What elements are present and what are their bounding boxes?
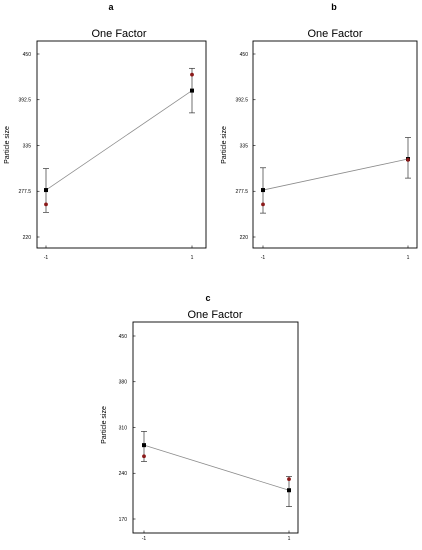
mean-line bbox=[45, 90, 193, 191]
y-tick-label: 277.5 bbox=[235, 189, 248, 195]
y-tick-label: 392.5 bbox=[235, 98, 248, 104]
actual-point bbox=[142, 454, 146, 459]
y-axis-label: Particle size bbox=[221, 126, 228, 164]
plot-frame bbox=[252, 40, 418, 249]
mean-marker bbox=[190, 88, 194, 93]
panel-c: c One Factor Particle size 170 240 310 380 450 -… bbox=[101, 293, 299, 542]
x-tick-label: 1 bbox=[191, 255, 194, 261]
panel-a: a One Factor Particle size 220 277.5 335 392.5… bbox=[4, 2, 207, 261]
mean-marker bbox=[261, 188, 265, 193]
y-axis-label: Particle size bbox=[4, 126, 11, 164]
mean-marker bbox=[44, 188, 48, 193]
y-tick-label: 170 bbox=[119, 517, 128, 523]
actual-point bbox=[261, 202, 265, 207]
y-tick-label: 240 bbox=[119, 471, 128, 477]
y-tick-label: 335 bbox=[23, 143, 32, 149]
y-tick-label: 450 bbox=[240, 52, 249, 58]
plot-frame bbox=[36, 40, 207, 249]
plot-frame bbox=[132, 321, 299, 534]
y-tick-label: 335 bbox=[240, 143, 249, 149]
y-tick-label: 277.5 bbox=[18, 189, 31, 195]
y-tick-label: 220 bbox=[240, 235, 249, 241]
panel-letter: a bbox=[108, 2, 114, 12]
actual-point bbox=[287, 477, 291, 482]
x-tick-label: -1 bbox=[142, 536, 147, 542]
y-tick-label: 392.5 bbox=[18, 98, 31, 104]
chart-title: One Factor bbox=[307, 28, 362, 40]
panel-letter: b bbox=[331, 2, 337, 12]
x-tick-label: 1 bbox=[288, 536, 291, 542]
x-tick-label: 1 bbox=[407, 255, 410, 261]
y-axis-label: Particle size bbox=[101, 406, 108, 444]
actual-point bbox=[190, 72, 194, 77]
panel-b: b One Factor Particle size 220 277.5 335 392.5… bbox=[221, 2, 418, 261]
chart-title: One Factor bbox=[91, 28, 146, 40]
actual-point bbox=[44, 202, 48, 207]
y-tick-label: 450 bbox=[119, 334, 128, 340]
actual-point bbox=[406, 157, 410, 162]
x-tick-label: -1 bbox=[261, 255, 266, 261]
y-tick-label: 380 bbox=[119, 380, 128, 386]
y-tick-label: 450 bbox=[23, 52, 32, 58]
mean-marker bbox=[142, 443, 146, 448]
x-tick-label: -1 bbox=[44, 255, 49, 261]
y-tick-label: 220 bbox=[23, 235, 32, 241]
mean-line bbox=[262, 158, 409, 191]
panel-letter: c bbox=[205, 293, 210, 303]
y-tick-label: 310 bbox=[119, 425, 128, 431]
chart-title: One Factor bbox=[187, 309, 242, 321]
mean-line bbox=[143, 444, 290, 491]
mean-marker bbox=[287, 488, 291, 493]
